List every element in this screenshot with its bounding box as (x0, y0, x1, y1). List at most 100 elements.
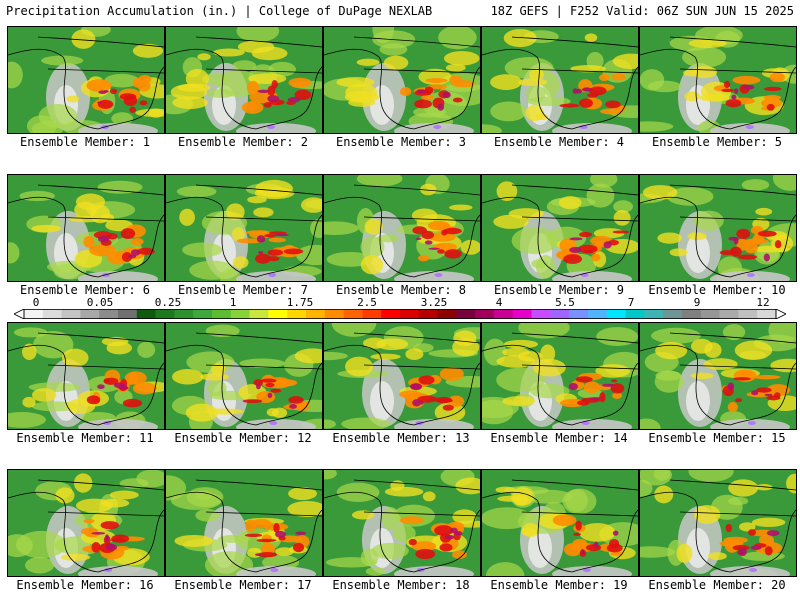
colorbar-segment (136, 309, 156, 319)
colorbar-strip (14, 309, 786, 319)
ensemble-member-map (323, 322, 481, 430)
ensemble-member-label: Ensemble Member: 8 (335, 283, 467, 297)
colorbar-segment (118, 309, 138, 319)
ensemble-member-label: Ensemble Member: 2 (177, 135, 309, 149)
ensemble-member-map (639, 26, 797, 134)
precip-map-graphic (324, 175, 480, 281)
ensemble-member-map (639, 174, 797, 282)
colorbar-tick-label: 2.5 (357, 296, 377, 309)
colorbar-segment (249, 309, 269, 319)
colorbar-tick-label: 9 (693, 296, 701, 309)
ensemble-member-label: Ensemble Member: 14 (490, 431, 628, 445)
ensemble-member-label: Ensemble Member: 7 (177, 283, 309, 297)
colorbar-tick-label: 0 (32, 296, 40, 309)
ensemble-member-label: Ensemble Member: 3 (335, 135, 467, 149)
precip-map-graphic (640, 27, 796, 133)
precip-map-graphic (640, 323, 796, 429)
colorbar-segment (362, 309, 382, 319)
precip-map-graphic (8, 27, 164, 133)
colorbar-segment (268, 309, 288, 319)
ensemble-member-label: Ensemble Member: 13 (332, 431, 470, 445)
ensemble-member-map (639, 469, 797, 577)
colorbar-segment (437, 309, 457, 319)
precip-map-graphic (8, 470, 164, 576)
colorbar-segment (80, 309, 100, 319)
ensemble-member-map (481, 322, 639, 430)
ensemble-member-label: Ensemble Member: 15 (648, 431, 786, 445)
ensemble-member-label: Ensemble Member: 10 (648, 283, 786, 297)
colorbar-tick-label: 1.75 (286, 296, 314, 309)
precip-map-graphic (8, 323, 164, 429)
ensemble-member-map (481, 174, 639, 282)
colorbar-segment (193, 309, 213, 319)
colorbar-segment (212, 309, 232, 319)
colorbar-segment (682, 309, 702, 319)
map-title: Precipitation Accumulation (in.) | Colle… (6, 4, 433, 18)
colorbar-segment (99, 309, 119, 319)
ensemble-member-map (481, 469, 639, 577)
ensemble-member-map (323, 174, 481, 282)
colorbar-tick-label: 5.5 (555, 296, 575, 309)
precip-map-graphic (482, 323, 638, 429)
colorbar-segment (719, 309, 739, 319)
ensemble-member-map (7, 174, 165, 282)
colorbar-segment (663, 309, 683, 319)
colorbar-tick-label: 4 (495, 296, 503, 309)
ensemble-member-label: Ensemble Member: 4 (493, 135, 625, 149)
model-valid-time: 18Z GEFS | F252 Valid: 06Z SUN JUN 15 20… (490, 4, 794, 18)
colorbar-segment (418, 309, 438, 319)
colorbar-tick-label: 0.25 (154, 296, 182, 309)
colorbar-segment (42, 309, 62, 319)
colorbar-segment (644, 309, 664, 319)
ensemble-member-map (481, 26, 639, 134)
ensemble-member-map (639, 322, 797, 430)
colorbar-tick-label: 7 (627, 296, 635, 309)
colorbar-segment (738, 309, 758, 319)
ensemble-member-label: Ensemble Member: 20 (648, 578, 786, 592)
ensemble-member-map (165, 26, 323, 134)
colorbar-arrow (775, 309, 786, 319)
colorbar-arrow (14, 309, 25, 319)
colorbar-segment (569, 309, 589, 319)
colorbar-segment (287, 309, 307, 319)
precip-map-graphic (166, 175, 322, 281)
precip-map-graphic (640, 175, 796, 281)
ensemble-member-map (165, 469, 323, 577)
ensemble-member-label: Ensemble Member: 19 (490, 578, 628, 592)
precip-map-graphic (324, 27, 480, 133)
colorbar-segment (588, 309, 608, 319)
colorbar-segment (324, 309, 344, 319)
colorbar-tick-label: 3.25 (420, 296, 448, 309)
ensemble-member-map (323, 26, 481, 134)
precip-map-graphic (166, 27, 322, 133)
colorbar-segment (306, 309, 326, 319)
colorbar-segment (700, 309, 720, 319)
ensemble-member-label: Ensemble Member: 1 (19, 135, 151, 149)
ensemble-member-map (7, 26, 165, 134)
precip-map-graphic (166, 323, 322, 429)
ensemble-member-map (323, 469, 481, 577)
ensemble-member-label: Ensemble Member: 17 (174, 578, 312, 592)
precip-map-graphic (640, 470, 796, 576)
colorbar-tick-label: 0.05 (86, 296, 114, 309)
colorbar-segment (400, 309, 420, 319)
precip-map-graphic (482, 27, 638, 133)
colorbar-segment (24, 309, 44, 319)
colorbar-tick-label: 1 (229, 296, 237, 309)
colorbar-segment (757, 309, 777, 319)
colorbar-segment (494, 309, 514, 319)
ensemble-member-map (7, 322, 165, 430)
colorbar-tick-label: 12 (756, 296, 770, 309)
ensemble-member-label: Ensemble Member: 6 (19, 283, 151, 297)
colorbar-segment (230, 309, 250, 319)
precip-map-graphic (324, 470, 480, 576)
colorbar-segment (381, 309, 401, 319)
colorbar-segment (61, 309, 81, 319)
ensemble-member-map (165, 174, 323, 282)
precip-map-graphic (324, 323, 480, 429)
ensemble-member-label: Ensemble Member: 11 (16, 431, 154, 445)
ensemble-member-label: Ensemble Member: 18 (332, 578, 470, 592)
ensemble-member-map (165, 322, 323, 430)
precip-map-graphic (482, 175, 638, 281)
colorbar-segment (456, 309, 476, 319)
